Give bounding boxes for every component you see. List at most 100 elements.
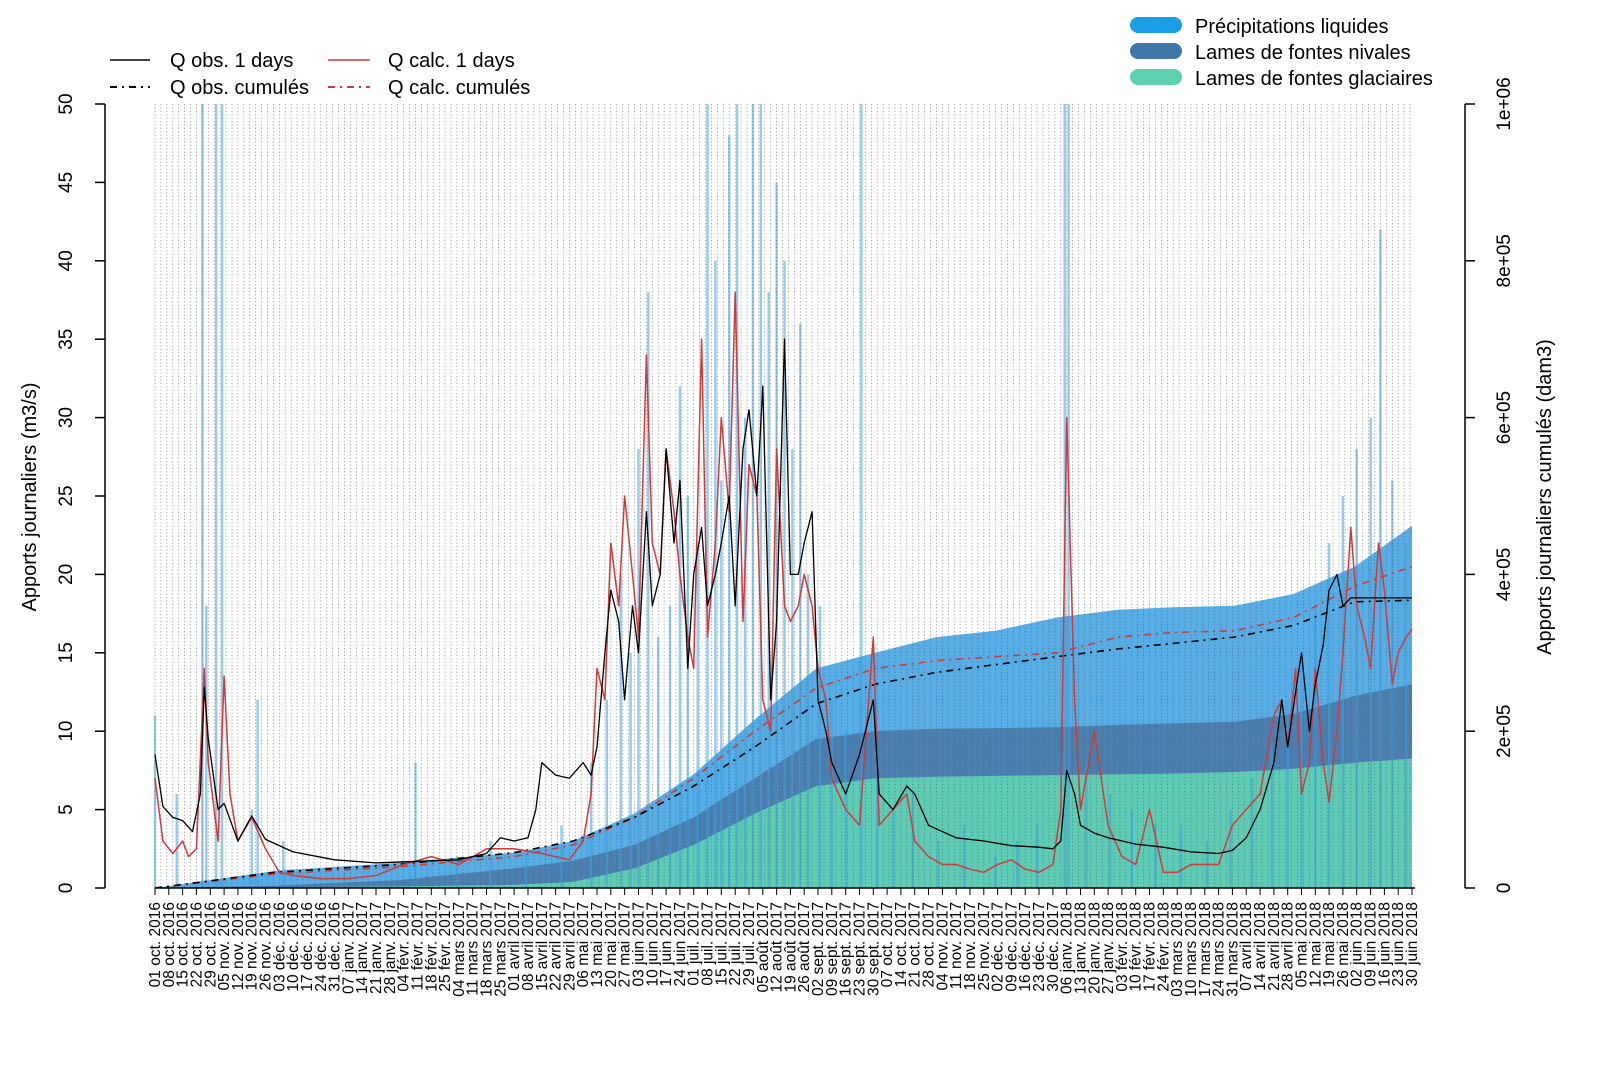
legend-label-precip: Précipitations liquides (1195, 16, 1388, 38)
line-q-calc-1-days (154, 291, 1413, 880)
x-tick-label: 12 mai 2018 (1307, 902, 1324, 987)
x-tick-label: 03 mars 2018 (1169, 902, 1186, 997)
x-tick-label: 12 nov. 2016 (230, 902, 247, 990)
legend-swatch-precip (1130, 17, 1182, 33)
x-tick-label: 20 janv. 2018 (1086, 902, 1103, 994)
precip-bar (637, 449, 640, 888)
right-tick-label: 4e+05 (1494, 548, 1515, 601)
precip-bar (799, 323, 802, 888)
precip-bar (775, 182, 778, 888)
precip-bar (735, 104, 739, 888)
precip-bar (619, 574, 622, 888)
x-tick-label: 03 déc. 2016 (271, 902, 288, 992)
x-tick-label: 30 déc. 2017 (1045, 902, 1062, 992)
precip-bar (818, 605, 822, 888)
x-tick-label: 09 juin 2018 (1363, 902, 1380, 986)
precip-bar (657, 637, 660, 888)
x-tick-label: 06 janv. 2018 (1059, 902, 1076, 994)
x-tick-label: 17 juin 2017 (658, 902, 675, 986)
x-tick-label: 15 oct. 2016 (175, 902, 192, 987)
fill-legend: Précipitations liquides Lames de fontes … (1130, 16, 1433, 90)
x-tick-label: 02 sept. 2017 (810, 902, 827, 996)
x-tick-label: 17 déc. 2016 (299, 902, 316, 992)
legend-label-nival: Lames de fontes nivales (1195, 42, 1411, 64)
x-tick-label: 11 févr. 2017 (410, 902, 427, 990)
x-tick-label: 21 janv. 2017 (368, 902, 385, 994)
x-tick-label: 28 janv. 2017 (382, 902, 399, 994)
x-tick-label: 12 août 2017 (769, 902, 786, 993)
left-tick-label: 20 (56, 564, 77, 585)
precip-bar (256, 699, 259, 888)
x-tick-label: 04 mars 2017 (451, 902, 468, 997)
y-axis-title-left: Apports journaliers (m3/s) (19, 383, 41, 612)
x-tick-label: 17 févr. 2018 (1142, 902, 1159, 992)
precip-bar (1327, 543, 1331, 888)
x-tick-label: 03 juin 2017 (631, 902, 648, 986)
precip-bar (647, 292, 650, 888)
precip-bar (860, 104, 863, 888)
left-tick-label: 0 (56, 883, 77, 894)
x-tick-label: 08 oct. 2016 (161, 902, 178, 987)
legend-swatch-nival (1130, 43, 1182, 59)
x-tick-label: 05 nov. 2016 (216, 902, 233, 990)
axes: 0 5 10 15 20 25 30 35 40 45 50 0 2e+05 4e+05 6e+05 8e+… (19, 77, 1556, 996)
flow-lines (154, 291, 1413, 889)
precip-bar (605, 699, 609, 888)
x-tick-label: 26 mai 2018 (1335, 902, 1352, 987)
x-tick-label: 21 avril 2018 (1266, 902, 1283, 991)
x-tick-label: 24 déc. 2016 (313, 902, 330, 992)
x-tick-label: 07 oct. 2017 (879, 902, 896, 987)
precip-bar (830, 699, 833, 888)
right-axis-ticks: 0 2e+05 4e+05 6e+05 8e+05 1e+06 (1465, 77, 1515, 893)
precip-bar (1085, 762, 1088, 888)
right-tick-label: 6e+05 (1494, 391, 1515, 444)
x-tick-label: 19 mai 2018 (1321, 902, 1338, 987)
line-q-obs-1-days (154, 338, 1412, 864)
x-tick-label: 18 févr. 2017 (423, 902, 440, 992)
precip-bar (807, 574, 810, 888)
x-tick-label: 09 sept. 2017 (824, 902, 841, 996)
precip-bar (1341, 496, 1345, 888)
left-tick-label: 40 (56, 250, 77, 271)
x-tick-label: 29 juil. 2017 (741, 902, 758, 986)
x-tick-label: 26 nov. 2016 (258, 902, 275, 990)
legend-label-q-calc: Q calc. 1 days (388, 50, 515, 72)
x-tick-label: 01 oct. 2016 (147, 902, 164, 987)
precip-bar (911, 793, 914, 888)
x-tick-label: 24 juin 2017 (672, 902, 689, 986)
x-tick-label: 11 mars 2017 (465, 902, 482, 996)
precip-bar (282, 841, 285, 888)
x-tick-label: 16 juin 2018 (1376, 902, 1393, 986)
precip-bar (455, 856, 459, 888)
precip-bar (589, 762, 593, 888)
x-tick-label: 24 févr. 2018 (1155, 902, 1172, 992)
x-tick-label: 17 mars 2018 (1197, 902, 1214, 997)
x-tick-label: 01 avril 2017 (506, 902, 523, 991)
x-tick-label: 31 mars 2018 (1224, 902, 1241, 997)
left-tick-label: 25 (56, 485, 77, 506)
precip-bar (1063, 104, 1066, 888)
x-tick-label: 24 mars 2018 (1211, 902, 1228, 997)
x-tick-label: 16 déc. 2017 (1017, 902, 1034, 992)
x-tick-label: 23 sept. 2017 (852, 902, 869, 996)
left-tick-label: 5 (56, 804, 77, 815)
x-tick-label: 18 mars 2017 (479, 902, 496, 997)
precip-bar (1404, 543, 1408, 888)
precip-bar (937, 841, 940, 888)
x-tick-label: 29 oct. 2016 (202, 902, 219, 987)
precip-bar (678, 386, 682, 888)
precip-bar (1300, 652, 1303, 888)
precip-bar (686, 496, 689, 888)
legend-label-glaciaire: Lames de fontes glaciaires (1195, 68, 1433, 90)
x-tick-label: 30 juin 2018 (1404, 902, 1421, 986)
precip-bar (962, 825, 966, 888)
right-tick-label: 1e+06 (1494, 77, 1515, 130)
x-tick-label: 11 nov. 2017 (948, 902, 965, 989)
x-tick-label: 02 juin 2018 (1349, 902, 1366, 986)
x-tick-label: 10 mars 2018 (1183, 902, 1200, 997)
x-tick-label: 27 janv. 2018 (1100, 902, 1117, 994)
x-tick-label: 08 avril 2017 (520, 902, 537, 991)
x-tick-label: 14 janv. 2017 (354, 902, 371, 994)
